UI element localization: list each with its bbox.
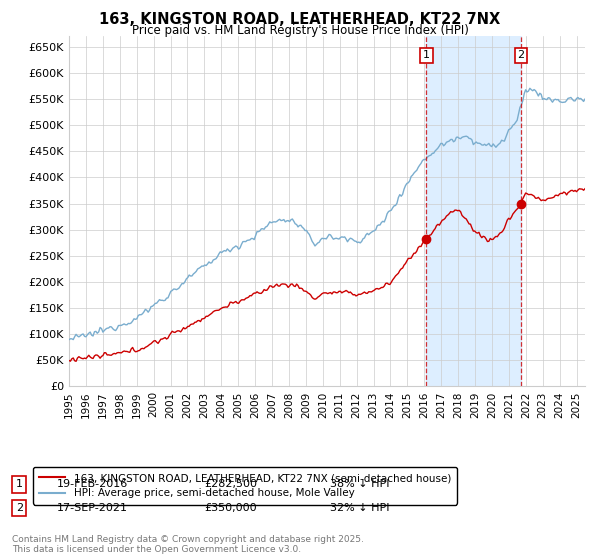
- Text: £350,000: £350,000: [204, 503, 257, 513]
- Text: 2: 2: [517, 50, 524, 60]
- Text: Contains HM Land Registry data © Crown copyright and database right 2025.
This d: Contains HM Land Registry data © Crown c…: [12, 535, 364, 554]
- Text: 2: 2: [16, 503, 23, 513]
- Text: 1: 1: [16, 479, 23, 489]
- Text: Price paid vs. HM Land Registry's House Price Index (HPI): Price paid vs. HM Land Registry's House …: [131, 24, 469, 36]
- Text: 32% ↓ HPI: 32% ↓ HPI: [330, 503, 389, 513]
- Text: 163, KINGSTON ROAD, LEATHERHEAD, KT22 7NX: 163, KINGSTON ROAD, LEATHERHEAD, KT22 7N…: [100, 12, 500, 27]
- Bar: [427, 36, 521, 386]
- Legend: 163, KINGSTON ROAD, LEATHERHEAD, KT22 7NX (semi-detached house), HPI: Average pr: 163, KINGSTON ROAD, LEATHERHEAD, KT22 7N…: [33, 467, 457, 505]
- Text: 19-FEB-2016: 19-FEB-2016: [57, 479, 128, 489]
- Text: 38% ↓ HPI: 38% ↓ HPI: [330, 479, 389, 489]
- Text: 1: 1: [423, 50, 430, 60]
- Text: 17-SEP-2021: 17-SEP-2021: [57, 503, 128, 513]
- Text: £282,500: £282,500: [204, 479, 257, 489]
